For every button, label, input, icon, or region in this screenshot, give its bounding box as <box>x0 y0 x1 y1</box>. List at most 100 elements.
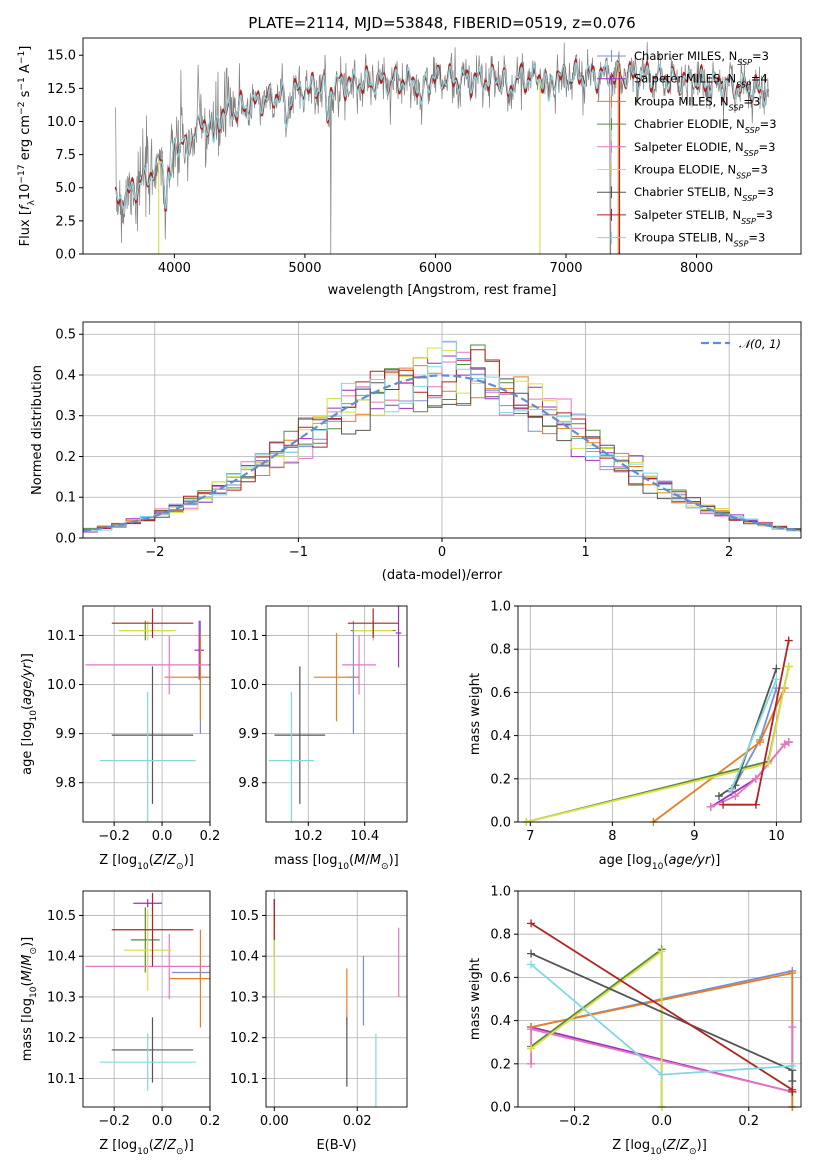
marker-kroupa_elodie <box>784 662 793 671</box>
marker-kroupa_stelib <box>788 1061 797 1070</box>
marker-chabrier_stelib <box>527 949 536 958</box>
mw-vs-age-axes: 7 8 9 10 0.0 0.2 0.4 0.6 0.8 1.0 age [log10(age/yr… <box>468 600 802 872</box>
marker-chabrier_stelib <box>772 664 781 673</box>
mw-vs-z-ytick-label: 0.2 <box>490 1057 511 1072</box>
spectrum-data-line <box>115 42 769 254</box>
mw-vs-age-xtick-label: 9 <box>690 829 698 844</box>
spectrum-axes: 4000 5000 6000 7000 8000 0.0 2.5 5.0 7.5 10.0 12.5… <box>17 14 802 298</box>
mw-vs-age-ytick-label: 0.4 <box>490 729 511 744</box>
residuals-xtick-label: 1 <box>581 545 589 560</box>
age-vs-mass-axes: 10.2 10.4 9.8 9.9 10.0 10.1 mass [log10(M/M⊙)] <box>230 605 408 872</box>
age-vs-z-ytick-label: 9.8 <box>55 776 76 791</box>
mw-vs-age-ytick-label: 1.0 <box>490 600 511 615</box>
mass-vs-z-ytick-label: 10.2 <box>47 1031 76 1046</box>
marker-salpeter_elodie <box>784 738 793 747</box>
age-vs-z-ylabel: age [log10(age/yr)] <box>20 653 39 775</box>
normal-legend-label: 𝒩(0, 1) <box>739 337 781 351</box>
hist-salpeter_stelib <box>83 349 801 531</box>
spectrum-ytick-label: 12.5 <box>47 82 76 97</box>
marker-kroupa_elodie <box>764 759 773 768</box>
marker-kroupa_stelib <box>657 1070 666 1079</box>
mw-vs-age-ytick-label: 0.2 <box>490 772 511 787</box>
marker-salpeter_stelib <box>788 1087 797 1096</box>
residuals-axes: −2 −1 0 1 2 0.0 0.1 0.2 0.3 0.4 0.5 (data-model)/er… <box>30 321 802 583</box>
mass-vs-ebv-xtick-label: 0.02 <box>343 1114 372 1129</box>
spectrum-legend: Chabrier MILES, NSSP=3 Salpeter MILES, NS… <box>597 49 777 248</box>
marker-kroupa_stelib <box>772 675 781 684</box>
marker-chabrier_stelib <box>788 1077 797 1086</box>
age-vs-mass-xlabel: mass [log10(M/M⊙)] <box>274 853 398 872</box>
mw-vs-z-xlabel: Z [log10(Z/Z⊙)] <box>612 1138 707 1157</box>
spectrum-model-kroupa-stelib <box>115 61 769 211</box>
residuals-ylabel: Normed distribution <box>30 365 45 495</box>
mw-vs-z-ytick-label: 0.6 <box>490 971 511 986</box>
mw-vs-z-ytick-label: 1.0 <box>490 885 511 900</box>
spectrum-xlabel: wavelength [Angstrom, rest frame] <box>328 283 557 298</box>
age-vs-z-ytick-label: 10.0 <box>47 678 76 693</box>
mw-vs-z-axes: −0.2 0.0 0.2 0.0 0.2 0.4 0.6 0.8 1.0 Z [log10(Z/Z… <box>468 885 802 1157</box>
age-vs-mass-xtick-label: 10.2 <box>294 829 323 844</box>
age-vs-mass-frame <box>265 605 408 823</box>
age-vs-z-ytick-label: 10.1 <box>47 629 76 644</box>
mw-vs-age-xtick-label: 8 <box>608 829 616 844</box>
residuals-ytick-label: 0.4 <box>55 368 76 383</box>
residuals-ytick-label: 0.0 <box>55 532 76 547</box>
mass-vs-z-ytick-label: 10.1 <box>47 1072 76 1087</box>
residuals-ytick-label: 0.1 <box>55 491 76 506</box>
marker-salpeter_stelib <box>751 800 760 809</box>
spectrum-ytick-label: 2.5 <box>55 214 76 229</box>
mass-vs-ebv-frame <box>265 890 408 1108</box>
age-vs-z-xtick-label: −0.2 <box>98 829 130 844</box>
spectrum-xtick-label: 8000 <box>680 261 713 276</box>
mass-vs-ebv-xtick-label: 0.00 <box>260 1114 289 1129</box>
spectrum-ytick-label: 15.0 <box>47 49 76 64</box>
mw-vs-age-frame <box>517 605 802 823</box>
mw-vs-z-xtick-label: 0.0 <box>651 1114 672 1129</box>
series-chabrier_elodie <box>530 947 663 1107</box>
spectrum-ytick-label: 7.5 <box>55 148 76 163</box>
mass-vs-z-xlabel: Z [log10(Z/Z⊙)] <box>99 1138 194 1157</box>
mass-vs-ebv-xlabel: E(B-V) <box>316 1138 356 1153</box>
spectrum-xtick-label: 4000 <box>158 261 191 276</box>
normal-curve <box>82 374 802 532</box>
mass-vs-z-ytick-label: 10.5 <box>47 909 76 924</box>
mw-vs-z-ylabel: mass weight <box>468 958 483 1040</box>
marker-salpeter_elodie <box>751 774 760 783</box>
age-vs-z-xtick-label: 0.0 <box>152 829 173 844</box>
mass-vs-z-ytick-label: 10.3 <box>47 990 76 1005</box>
residuals-xtick-label: −2 <box>145 545 164 560</box>
residuals-ytick-label: 0.3 <box>55 409 76 424</box>
mw-vs-z-ytick-label: 0.8 <box>490 928 511 943</box>
series-kroupa_elodie <box>530 949 663 1107</box>
mw-vs-z-xtick-label: 0.2 <box>738 1114 759 1129</box>
marker-chabrier_stelib <box>714 792 723 801</box>
series-chabrier_stelib <box>718 668 778 797</box>
spectrum-xtick-label: 6000 <box>419 261 452 276</box>
legend-entry: Salpeter ELODIE, NSSP=3 <box>634 140 775 158</box>
hist-chabrier_elodie <box>83 344 801 530</box>
marker-salpeter_stelib <box>527 919 536 928</box>
spectrum-ylabel: Flux [fλ10−17 erg cm−2 s−1 A−1] <box>17 46 37 247</box>
mass-vs-z-xtick-label: −0.2 <box>98 1114 130 1129</box>
mw-vs-age-xtick-label: 7 <box>526 829 534 844</box>
mass-vs-ebv-ytick-label: 10.3 <box>230 990 259 1005</box>
mass-vs-z-xtick-label: 0.0 <box>152 1114 173 1129</box>
legend-entry: Kroupa ELODIE, NSSP=3 <box>634 163 768 181</box>
mass-vs-ebv-ytick-label: 10.2 <box>230 1031 259 1046</box>
mw-vs-age-xtick-label: 10 <box>768 829 785 844</box>
marker-kroupa_miles <box>755 738 764 747</box>
mass-vs-ebv-axes: 0.00 0.02 10.1 10.2 10.3 10.4 10.5 E(B-V) <box>230 890 408 1153</box>
marker-salpeter_elodie <box>780 740 789 749</box>
marker-salpeter_stelib <box>719 800 728 809</box>
residuals-xtick-label: 2 <box>725 545 733 560</box>
legend-entry: Chabrier ELODIE, NSSP=3 <box>634 117 777 135</box>
mw-vs-age-ylabel: mass weight <box>468 673 483 755</box>
spectrum-frame <box>82 37 802 255</box>
age-vs-mass-ytick-label: 9.8 <box>238 776 259 791</box>
marker-salpeter_elodie <box>527 1025 536 1034</box>
spectrum-ytick-label: 0.0 <box>55 248 76 263</box>
residuals-xtick-label: −1 <box>289 545 308 560</box>
age-vs-z-axes: −0.2 0.0 0.2 9.8 9.9 10.0 10.1 Z [log10(Z/Z⊙)] a… <box>20 605 220 872</box>
spectrum-ytick-label: 10.0 <box>47 115 76 130</box>
